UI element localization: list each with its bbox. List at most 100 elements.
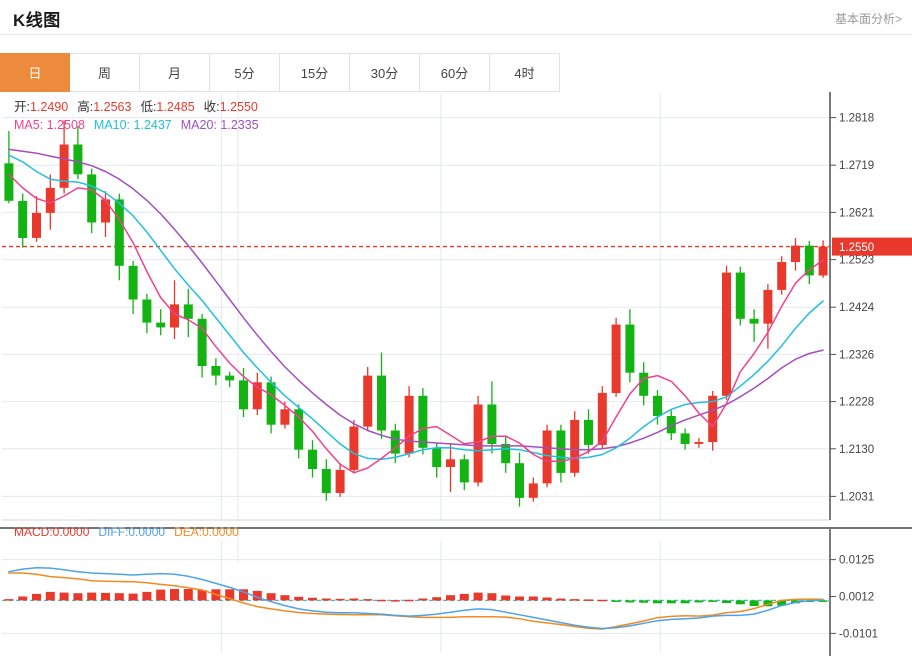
price-tick-label-1: 1.2719 xyxy=(839,160,874,172)
candle-body xyxy=(45,187,55,213)
candle-body xyxy=(735,272,745,319)
candle-body xyxy=(666,416,676,434)
tab-label: 周 xyxy=(97,66,111,81)
chart-area: 1.2818 1.2719 1.2621 1.2523 1.2424 1.2326 1.22… xyxy=(0,92,912,656)
macd-histogram-bar xyxy=(349,598,359,601)
candle-body xyxy=(528,483,538,498)
candle-body xyxy=(791,245,800,262)
price-tick-label-8: 1.2031 xyxy=(839,491,874,503)
tab-label: 日 xyxy=(28,66,42,81)
candle-body xyxy=(73,144,83,175)
timeframe-tab-0[interactable]: 日 xyxy=(0,53,70,92)
tab-label: 15分 xyxy=(300,66,329,81)
macd-histogram-bar xyxy=(749,600,759,606)
candle-body xyxy=(183,304,193,319)
candle-body xyxy=(487,404,497,444)
macd-histogram-bar xyxy=(708,600,718,602)
kline-chart-svg[interactable]: 1.2818 1.2719 1.2621 1.2523 1.2424 1.2326 1.22… xyxy=(0,92,912,656)
timeframe-tab-3[interactable]: 5分 xyxy=(210,53,280,92)
candle-body xyxy=(59,144,69,188)
timeframe-tab-1[interactable]: 周 xyxy=(70,53,140,92)
macd-histogram-bar xyxy=(611,600,621,602)
timeframe-tab-5[interactable]: 30分 xyxy=(350,53,420,92)
macd-histogram-bar xyxy=(225,589,235,601)
panel-borders xyxy=(0,92,912,656)
candle-body xyxy=(114,199,124,266)
macd-histogram-bar xyxy=(142,591,152,601)
macd-histogram-bar xyxy=(473,592,483,601)
candle-body xyxy=(777,262,787,290)
current-price-tag: 1.2550 xyxy=(832,237,912,256)
timeframe-tab-2[interactable]: 月 xyxy=(140,53,210,92)
candle-body xyxy=(363,375,373,427)
timeframe-tab-7[interactable]: 4时 xyxy=(490,53,560,92)
macd-histogram-bar xyxy=(114,593,124,601)
candle-body xyxy=(32,212,41,238)
macd-histogram-bar xyxy=(363,599,373,601)
macd-tick-label-0: 0.0125 xyxy=(839,555,874,567)
price-tick-label-6: 1.2228 xyxy=(839,397,874,409)
macd-histogram-bar xyxy=(487,593,497,601)
candle-body xyxy=(142,299,152,323)
candle-body xyxy=(418,395,428,448)
macd-histogram-bar xyxy=(321,598,331,601)
candle-body xyxy=(694,442,704,444)
price-tick-label-2: 1.2621 xyxy=(839,207,874,219)
macd-histogram-bar xyxy=(73,593,83,601)
macd-histogram-bar xyxy=(18,596,28,601)
candlestick-series xyxy=(4,120,828,507)
tab-label: 月 xyxy=(167,66,181,81)
macd-histogram-bar xyxy=(390,600,400,602)
candle-body xyxy=(556,430,566,473)
macd-histogram-bar xyxy=(722,600,731,603)
timeframe-tab-6[interactable]: 60分 xyxy=(420,53,490,92)
candle-body xyxy=(818,246,828,276)
macd-histogram-bar xyxy=(252,590,262,601)
macd-histogram-bar xyxy=(501,595,511,601)
candle-body xyxy=(211,366,221,376)
candle-body xyxy=(611,324,621,393)
candle-body xyxy=(321,469,331,494)
candle-body xyxy=(390,430,400,454)
candle-body xyxy=(197,318,207,366)
macd-histogram-bar xyxy=(570,599,580,601)
candle-body xyxy=(680,433,690,444)
candle-body xyxy=(87,174,97,223)
macd-histogram-bar xyxy=(459,593,469,601)
timeframe-tab-4[interactable]: 15分 xyxy=(280,53,350,92)
macd-histogram-bar xyxy=(170,589,179,601)
macd-histogram-bar xyxy=(418,598,428,601)
macd-histogram-bar xyxy=(128,593,138,601)
candle-body xyxy=(252,382,262,410)
macd-histogram-bar xyxy=(404,599,414,602)
macd-histogram-bar xyxy=(266,593,276,601)
candle-body xyxy=(280,409,290,425)
macd-tick-label-2: -0.0101 xyxy=(839,628,878,640)
candle-body xyxy=(294,409,304,450)
tab-label: 30分 xyxy=(370,66,399,81)
moving-average-lines xyxy=(8,148,824,474)
macd-histogram-bar xyxy=(432,597,442,601)
candle-body xyxy=(225,375,235,381)
candle-body xyxy=(625,324,635,373)
candle-body xyxy=(156,322,166,328)
fundamental-analysis-link[interactable]: 基本面分析> xyxy=(834,12,902,26)
ma5-line xyxy=(8,173,824,474)
price-tick-label-4: 1.2424 xyxy=(839,302,875,314)
candle-body xyxy=(266,382,276,425)
candle-body xyxy=(708,395,718,442)
macd-histogram-bar xyxy=(156,589,166,601)
macd-histogram-bar xyxy=(584,599,593,601)
macd-histogram-bar xyxy=(680,600,690,604)
macd-histogram-bar xyxy=(280,595,290,601)
candle-body xyxy=(377,375,386,431)
dea-line xyxy=(8,572,824,630)
page-title: K线图 xyxy=(13,11,61,30)
candle-body xyxy=(749,318,759,324)
candle-body xyxy=(349,426,359,470)
candle-body xyxy=(446,459,455,467)
header-divider xyxy=(0,34,912,35)
candle-body xyxy=(515,463,524,498)
candle-body xyxy=(459,459,469,483)
